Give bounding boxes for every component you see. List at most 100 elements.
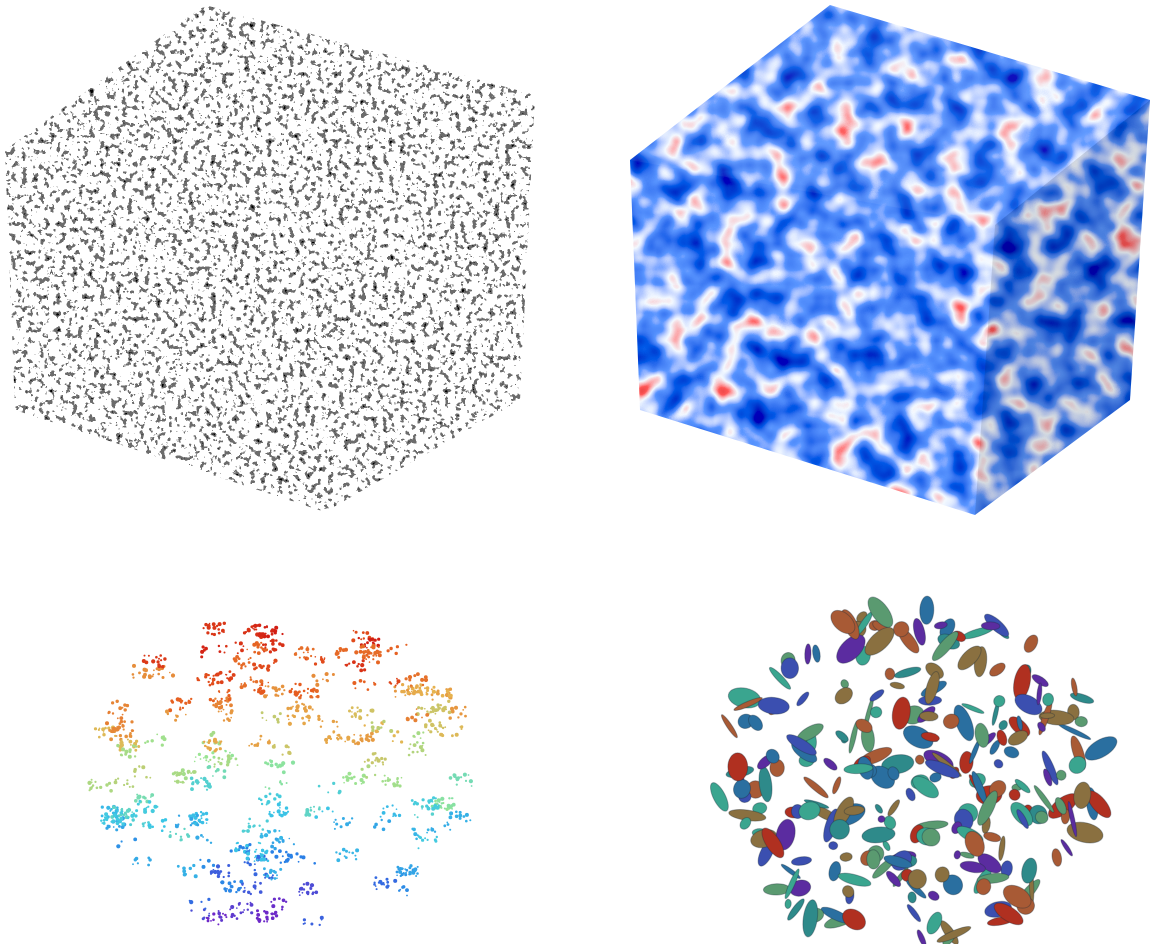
halo-point — [380, 757, 383, 760]
halo-point — [276, 877, 278, 879]
halo-point — [451, 808, 453, 810]
halo-point — [351, 638, 355, 642]
halo-point — [361, 644, 365, 648]
halo-point — [302, 855, 306, 859]
halo-point — [396, 678, 398, 680]
halo-point — [200, 777, 202, 779]
halo-point — [87, 781, 91, 785]
halo-point — [233, 915, 235, 917]
halo-point — [256, 917, 259, 920]
halo-point — [181, 771, 183, 773]
halo-point — [418, 687, 421, 690]
halo-point — [204, 785, 206, 787]
halo-point — [455, 815, 459, 819]
halo-point — [380, 651, 382, 653]
halo-point — [102, 733, 105, 736]
halo-point — [175, 824, 177, 826]
halo-point — [180, 781, 182, 783]
halo-point — [109, 789, 113, 793]
halo-point — [283, 689, 285, 691]
halo-point — [262, 857, 266, 861]
halo-point — [185, 703, 187, 705]
point-cloud-texture — [0, 0, 540, 515]
halo-point — [213, 869, 215, 871]
halo-point — [415, 875, 417, 877]
halo-point — [182, 707, 184, 709]
halo-point — [434, 840, 437, 843]
halo-point — [421, 805, 424, 808]
halo-point — [303, 918, 306, 921]
halo-point — [260, 642, 262, 644]
halo-point — [142, 825, 144, 827]
halo-point — [124, 735, 128, 739]
isosurface-blob — [795, 690, 811, 707]
halo-point — [255, 666, 258, 669]
halo-point — [148, 655, 150, 657]
halo-point — [286, 782, 288, 784]
halo-point — [207, 859, 211, 863]
halo-point — [428, 802, 430, 804]
isosurface-blob — [886, 798, 901, 817]
halo-point — [412, 751, 415, 754]
halo-point — [398, 870, 402, 874]
halo-point — [432, 709, 434, 711]
halo-point — [362, 651, 364, 653]
halo-point — [212, 699, 215, 702]
halo-point — [439, 721, 442, 724]
halo-point — [424, 723, 428, 727]
halo-point — [387, 777, 389, 779]
halo-point — [299, 887, 302, 890]
halo-point — [190, 777, 194, 781]
halo-point — [303, 656, 306, 659]
isosurface-blob — [801, 899, 820, 938]
halo-point — [117, 717, 119, 719]
halo-point — [260, 854, 264, 858]
halo-point — [129, 732, 132, 735]
halo-point — [192, 864, 195, 867]
halo-point — [273, 829, 276, 832]
halo-point — [100, 820, 102, 822]
halo-point — [184, 776, 188, 780]
halo-point — [127, 817, 129, 819]
halo-point — [135, 857, 139, 861]
halo-point — [132, 818, 135, 821]
halo-point — [348, 663, 350, 665]
halo-point — [214, 698, 216, 700]
halo-point — [125, 813, 127, 815]
halo-point — [279, 712, 282, 715]
halo-point — [176, 715, 179, 718]
halo-point — [392, 815, 394, 817]
halo-point — [200, 834, 203, 837]
halo-point — [295, 852, 298, 855]
halo-point — [295, 701, 298, 704]
halo-point — [274, 686, 278, 690]
halo-point — [383, 884, 385, 886]
halo-point — [226, 704, 228, 706]
halo-point — [418, 835, 421, 838]
halo-point — [254, 863, 256, 865]
halo-point — [359, 679, 363, 683]
halo-point — [244, 665, 246, 667]
halo-point — [296, 709, 299, 712]
halo-point — [408, 754, 411, 757]
halo-point — [364, 650, 367, 653]
halo-point — [225, 645, 228, 648]
halo-point — [436, 708, 439, 711]
halo-point — [398, 814, 401, 817]
isosurface-blob — [811, 644, 821, 662]
halo-point — [282, 855, 284, 857]
halo-point — [128, 755, 132, 759]
halo-point — [305, 706, 307, 708]
halo-point — [355, 848, 359, 852]
halo-point — [237, 652, 239, 654]
halo-point — [447, 823, 450, 826]
halo-point — [351, 711, 353, 713]
halo-point — [369, 661, 371, 663]
halo-point — [92, 784, 94, 786]
halo-point — [240, 667, 243, 670]
halo-point — [115, 808, 117, 810]
halo-point — [229, 908, 231, 910]
halo-point — [185, 714, 187, 716]
halo-point — [128, 808, 130, 810]
halo-point — [224, 914, 227, 917]
